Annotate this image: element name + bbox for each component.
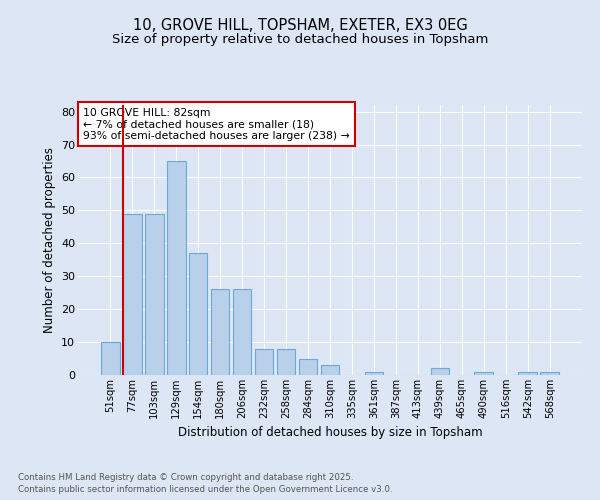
Bar	[123, 214, 142, 375]
Bar	[431, 368, 449, 375]
Bar	[518, 372, 537, 375]
Text: 10, GROVE HILL, TOPSHAM, EXETER, EX3 0EG: 10, GROVE HILL, TOPSHAM, EXETER, EX3 0EG	[133, 18, 467, 32]
Bar	[299, 358, 317, 375]
Bar	[167, 161, 185, 375]
Bar	[255, 348, 274, 375]
Bar	[365, 372, 383, 375]
Bar	[189, 253, 208, 375]
Text: Size of property relative to detached houses in Topsham: Size of property relative to detached ho…	[112, 32, 488, 46]
Bar	[145, 214, 164, 375]
Bar	[541, 372, 559, 375]
X-axis label: Distribution of detached houses by size in Topsham: Distribution of detached houses by size …	[178, 426, 482, 440]
Bar	[233, 290, 251, 375]
Text: Contains public sector information licensed under the Open Government Licence v3: Contains public sector information licen…	[18, 485, 392, 494]
Bar	[211, 290, 229, 375]
Bar	[320, 365, 340, 375]
Bar	[101, 342, 119, 375]
Bar	[475, 372, 493, 375]
Bar	[277, 348, 295, 375]
Text: 10 GROVE HILL: 82sqm
← 7% of detached houses are smaller (18)
93% of semi-detach: 10 GROVE HILL: 82sqm ← 7% of detached ho…	[83, 108, 350, 141]
Y-axis label: Number of detached properties: Number of detached properties	[43, 147, 56, 333]
Text: Contains HM Land Registry data © Crown copyright and database right 2025.: Contains HM Land Registry data © Crown c…	[18, 472, 353, 482]
